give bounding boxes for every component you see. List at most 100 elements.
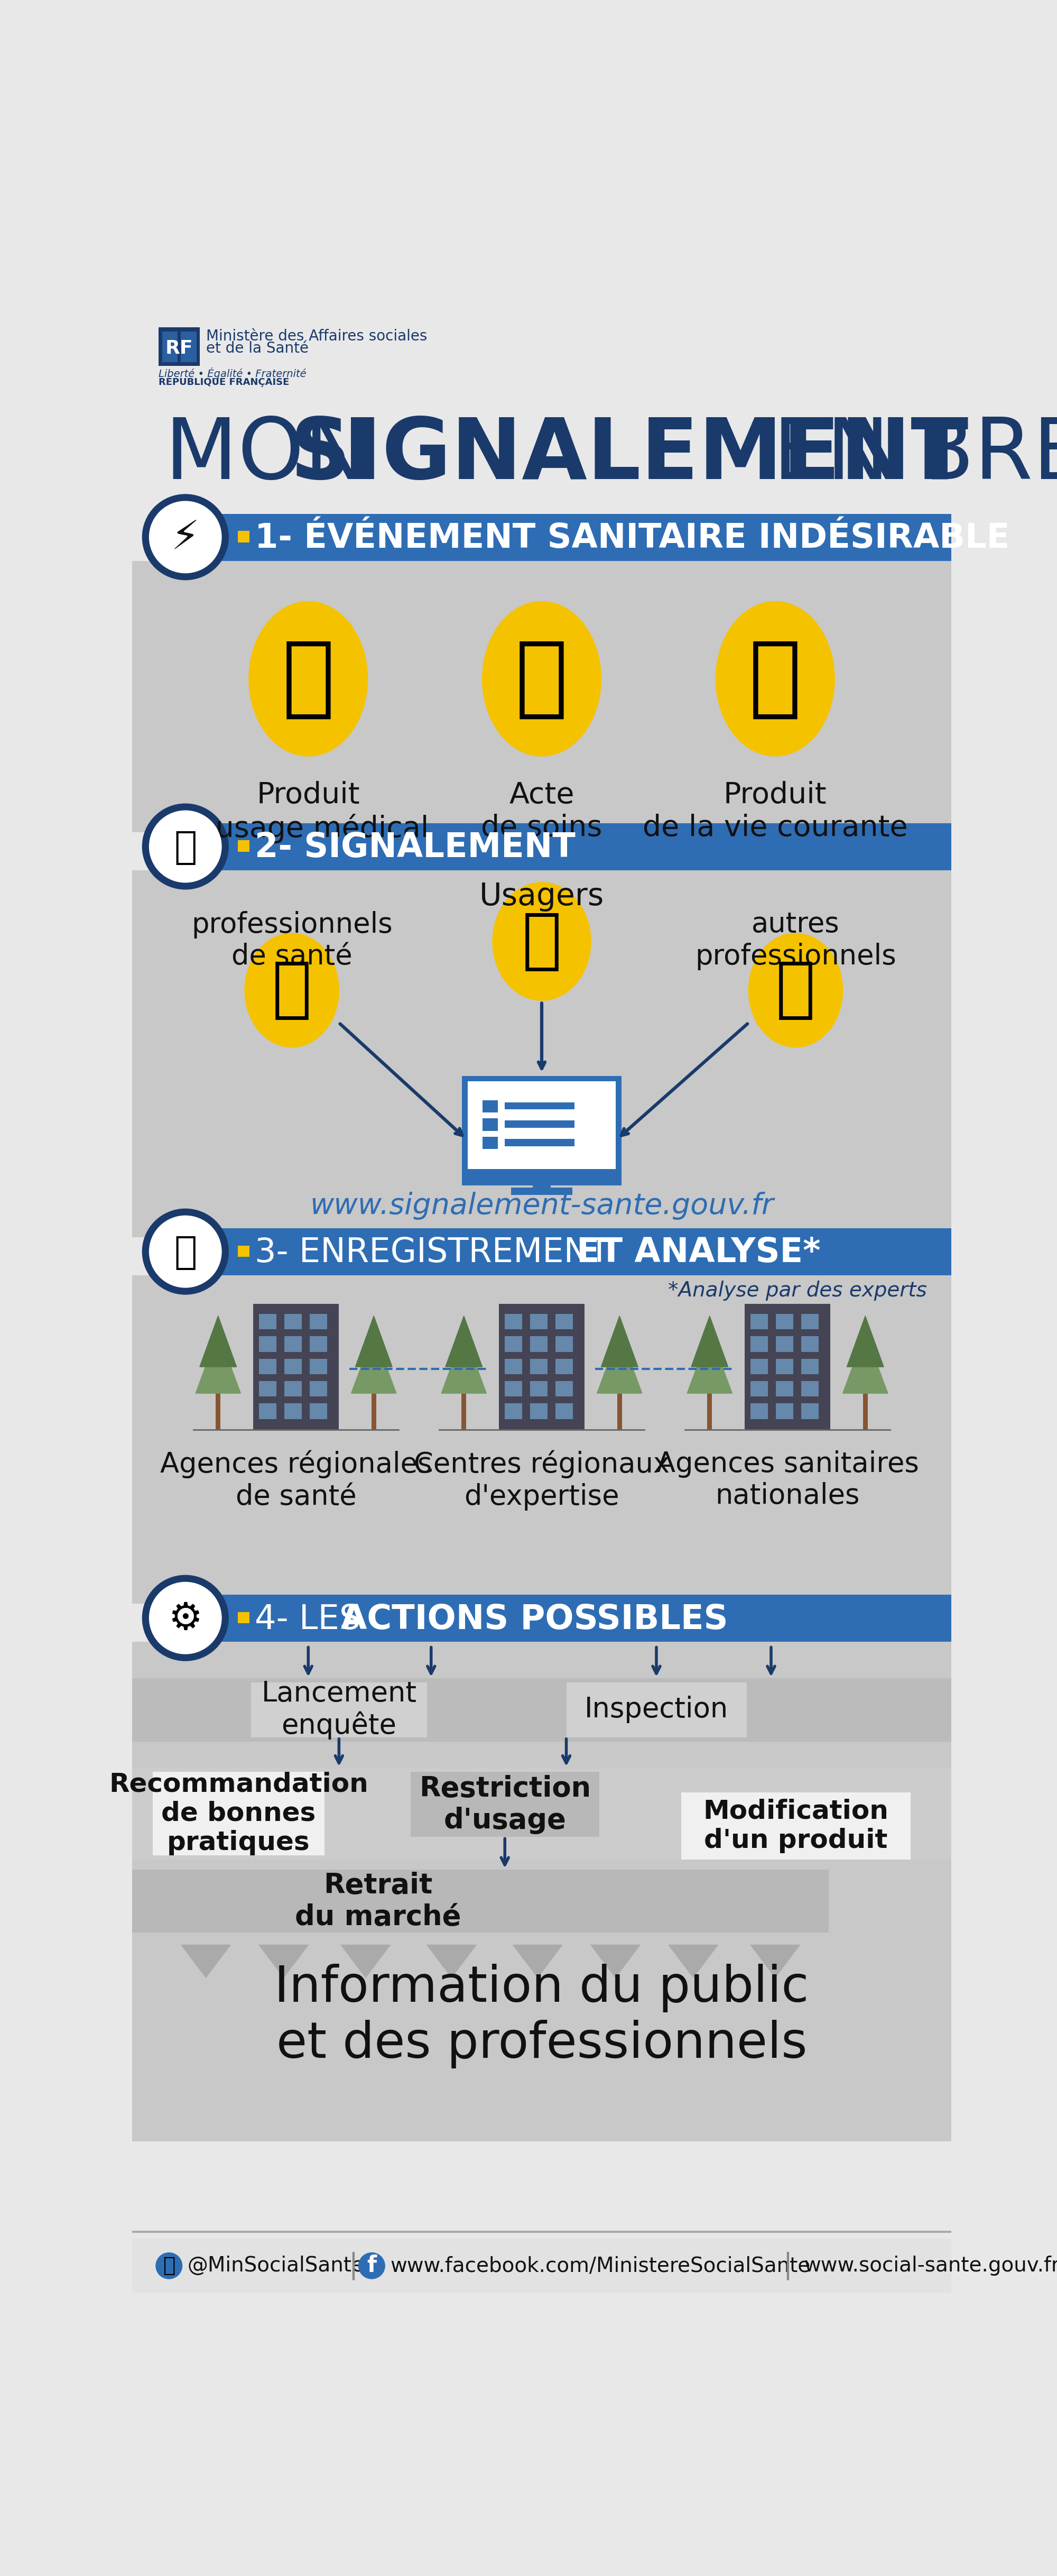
- Circle shape: [149, 1582, 221, 1654]
- Text: autres
professionnels: autres professionnels: [696, 912, 896, 971]
- Bar: [259, 1358, 276, 1373]
- Text: MON: MON: [165, 415, 394, 497]
- Bar: [863, 1394, 868, 1430]
- Polygon shape: [669, 1945, 718, 1978]
- Text: www.signalement-sante.gouv.fr: www.signalement-sante.gouv.fr: [310, 1193, 774, 1221]
- Bar: [462, 1077, 622, 1185]
- Circle shape: [155, 2254, 182, 2280]
- Polygon shape: [513, 1945, 562, 1978]
- Circle shape: [149, 502, 221, 572]
- Bar: [750, 1358, 767, 1373]
- Ellipse shape: [482, 600, 601, 757]
- Text: RF: RF: [165, 340, 193, 358]
- Text: SIGNALEMENT: SIGNALEMENT: [290, 415, 968, 497]
- Bar: [801, 1381, 818, 1396]
- Bar: [132, 1680, 951, 1741]
- Bar: [556, 1381, 573, 1396]
- Bar: [284, 1381, 301, 1396]
- Bar: [259, 1337, 276, 1352]
- Bar: [371, 1394, 376, 1430]
- Text: 2- SIGNALEMENT: 2- SIGNALEMENT: [255, 832, 576, 863]
- Bar: [132, 1767, 951, 1860]
- Bar: [531, 1314, 548, 1329]
- Text: Restriction
d'usage: Restriction d'usage: [419, 1775, 591, 1834]
- Text: ET ANALYSE*: ET ANALYSE*: [576, 1236, 820, 1270]
- Text: 🔍: 🔍: [174, 1234, 197, 1270]
- Text: Recommandation
de bonnes
pratiques: Recommandation de bonnes pratiques: [109, 1772, 368, 1855]
- Polygon shape: [427, 1945, 476, 1978]
- Bar: [238, 1247, 249, 1257]
- Text: |: |: [349, 2251, 358, 2280]
- Polygon shape: [355, 1316, 392, 1368]
- Text: Agences régionales
de santé: Agences régionales de santé: [160, 1450, 432, 1510]
- Bar: [505, 1381, 522, 1396]
- Text: Produit
de la vie courante: Produit de la vie courante: [643, 781, 908, 842]
- Text: 1- ÉVÉNEMENT SANITAIRE INDÉSIRABLE: 1- ÉVÉNEMENT SANITAIRE INDÉSIRABLE: [255, 523, 1009, 554]
- Bar: [310, 1381, 327, 1396]
- Bar: [707, 1394, 712, 1430]
- Text: 👤: 👤: [522, 909, 561, 974]
- Text: Ministère des Affaires sociales: Ministère des Affaires sociales: [206, 330, 427, 343]
- Text: 💉: 💉: [516, 636, 569, 721]
- Bar: [556, 1358, 573, 1373]
- Bar: [744, 1303, 831, 1430]
- Bar: [750, 1381, 767, 1396]
- Bar: [776, 1337, 793, 1352]
- Bar: [162, 332, 178, 363]
- Bar: [132, 1870, 829, 1932]
- Bar: [310, 1358, 327, 1373]
- Text: Liberté • Égalité • Fraternité: Liberté • Égalité • Fraternité: [159, 368, 307, 379]
- Text: Information du public
et des professionnels: Information du public et des professionn…: [275, 1963, 809, 2069]
- Bar: [556, 1337, 573, 1352]
- Circle shape: [358, 2254, 385, 2280]
- Bar: [776, 1314, 793, 1329]
- Circle shape: [149, 811, 221, 884]
- Bar: [185, 1229, 951, 1275]
- Bar: [253, 1303, 339, 1430]
- Bar: [185, 513, 951, 562]
- Bar: [531, 1404, 548, 1419]
- Bar: [185, 1595, 951, 1641]
- Bar: [132, 562, 951, 832]
- Circle shape: [143, 495, 228, 580]
- Bar: [531, 1358, 548, 1373]
- Text: RÉPUBLIQUE FRANÇAISE: RÉPUBLIQUE FRANÇAISE: [159, 376, 290, 386]
- Text: Retrait
du marché: Retrait du marché: [295, 1873, 461, 1932]
- Bar: [533, 1170, 551, 1188]
- Bar: [567, 1682, 746, 1736]
- Text: Produit
à usage médical: Produit à usage médical: [188, 781, 428, 842]
- Ellipse shape: [245, 933, 339, 1048]
- Bar: [531, 1337, 548, 1352]
- Bar: [132, 1641, 951, 2141]
- Bar: [159, 327, 200, 366]
- Text: www.social-sante.gouv.fr: www.social-sante.gouv.fr: [804, 2257, 1057, 2275]
- Text: 📣: 📣: [174, 829, 197, 866]
- Text: ⚡: ⚡: [171, 518, 200, 559]
- Polygon shape: [196, 1332, 241, 1394]
- Circle shape: [143, 804, 228, 889]
- Bar: [482, 1136, 498, 1149]
- Bar: [462, 1394, 466, 1430]
- Bar: [505, 1337, 522, 1352]
- Bar: [259, 1314, 276, 1329]
- Bar: [410, 1772, 599, 1837]
- Bar: [284, 1314, 301, 1329]
- Polygon shape: [691, 1316, 728, 1368]
- Bar: [152, 1772, 324, 1855]
- Bar: [284, 1358, 301, 1373]
- Text: 4- LES: 4- LES: [255, 1602, 372, 1636]
- Text: 🐦: 🐦: [163, 2257, 175, 2275]
- Bar: [284, 1404, 301, 1419]
- Bar: [181, 332, 197, 363]
- Bar: [505, 1314, 522, 1329]
- Text: Inspection: Inspection: [585, 1695, 728, 1723]
- Polygon shape: [442, 1332, 486, 1394]
- Polygon shape: [341, 1945, 390, 1978]
- Text: 🩺: 🩺: [272, 958, 312, 1023]
- Bar: [556, 1404, 573, 1419]
- Bar: [776, 1358, 793, 1373]
- Text: Agences sanitaires
nationales: Agences sanitaires nationales: [656, 1450, 919, 1510]
- Bar: [310, 1404, 327, 1419]
- Polygon shape: [597, 1332, 642, 1394]
- Bar: [776, 1404, 793, 1419]
